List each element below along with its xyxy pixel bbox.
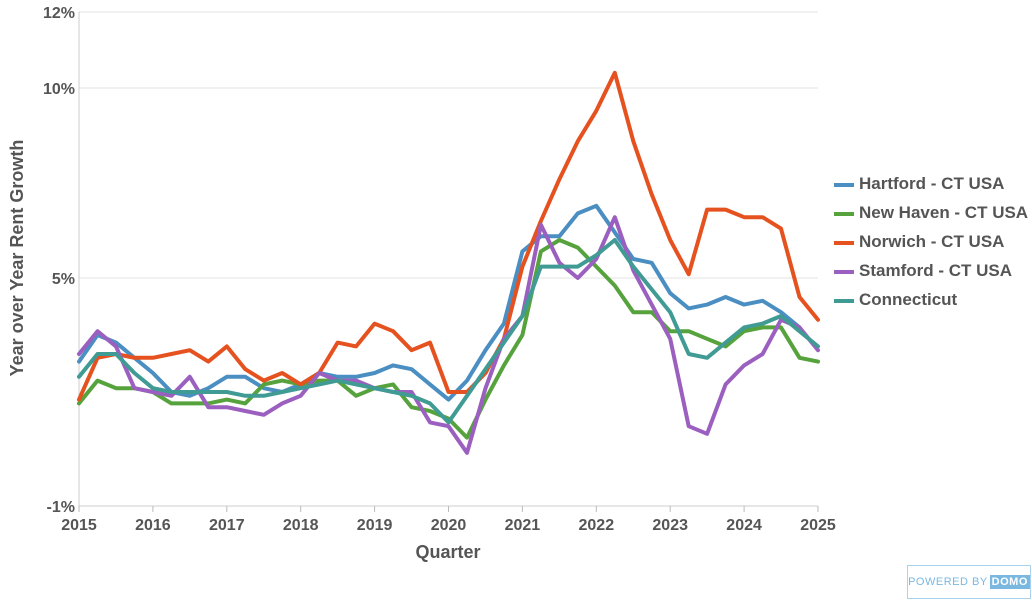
- series-lines: [77, 70, 820, 455]
- series-line-1[interactable]: [77, 238, 820, 440]
- legend-swatch: [834, 183, 854, 187]
- x-tick-label: 2019: [357, 517, 393, 534]
- x-tick-label: 2024: [726, 517, 762, 534]
- x-tick-label: 2023: [652, 517, 688, 534]
- y-tick-label: 10%: [43, 81, 75, 98]
- x-tick-label: 2017: [209, 517, 245, 534]
- y-tick-label: 5%: [52, 271, 75, 288]
- x-axis-ticks: 2015 2016 2017 2018 2019 2020 2021 2022 2023 2024…: [61, 506, 836, 534]
- y-axis-ticks: 12% 10% 5% -1%: [43, 5, 75, 516]
- powered-by-domo-badge[interactable]: POWERED BY DOMO: [907, 565, 1031, 599]
- domo-logo: DOMO: [989, 575, 1030, 589]
- legend-label: Connecticut: [859, 290, 958, 309]
- x-axis-title: Quarter: [415, 542, 480, 562]
- x-tick-label: 2025: [800, 517, 836, 534]
- series-line-2[interactable]: [77, 70, 820, 402]
- y-tick-label: -1%: [47, 499, 75, 516]
- x-tick-label: 2016: [135, 517, 171, 534]
- legend-swatch: [834, 241, 854, 245]
- x-tick-label: 2015: [61, 517, 97, 534]
- x-tick-label: 2020: [431, 517, 467, 534]
- legend-swatch: [834, 299, 854, 303]
- legend: Hartford - CT USA New Haven - CT USA Norwi…: [834, 172, 1032, 317]
- legend-label: Norwich - CT USA: [859, 232, 1005, 251]
- legend-swatch: [834, 212, 854, 216]
- y-tick-label: 12%: [43, 5, 75, 22]
- legend-label: Stamford - CT USA: [859, 261, 1012, 280]
- legend-swatch: [834, 270, 854, 274]
- legend-item[interactable]: New Haven - CT USA: [834, 201, 1032, 224]
- legend-item[interactable]: Norwich - CT USA: [834, 230, 1032, 253]
- x-tick-label: 2021: [505, 517, 541, 534]
- x-tick-label: 2018: [283, 517, 319, 534]
- powered-by-text: POWERED BY: [908, 576, 988, 588]
- series-line-3[interactable]: [77, 215, 820, 455]
- legend-label: Hartford - CT USA: [859, 174, 1005, 193]
- series-line-4[interactable]: [77, 238, 820, 425]
- legend-item[interactable]: Connecticut: [834, 288, 1032, 311]
- x-tick-label: 2022: [579, 517, 615, 534]
- y-axis-title: Year over Year Rent Growth: [7, 140, 27, 377]
- legend-item[interactable]: Hartford - CT USA: [834, 172, 1032, 195]
- legend-label: New Haven - CT USA: [859, 203, 1029, 222]
- legend-item[interactable]: Stamford - CT USA: [834, 259, 1032, 282]
